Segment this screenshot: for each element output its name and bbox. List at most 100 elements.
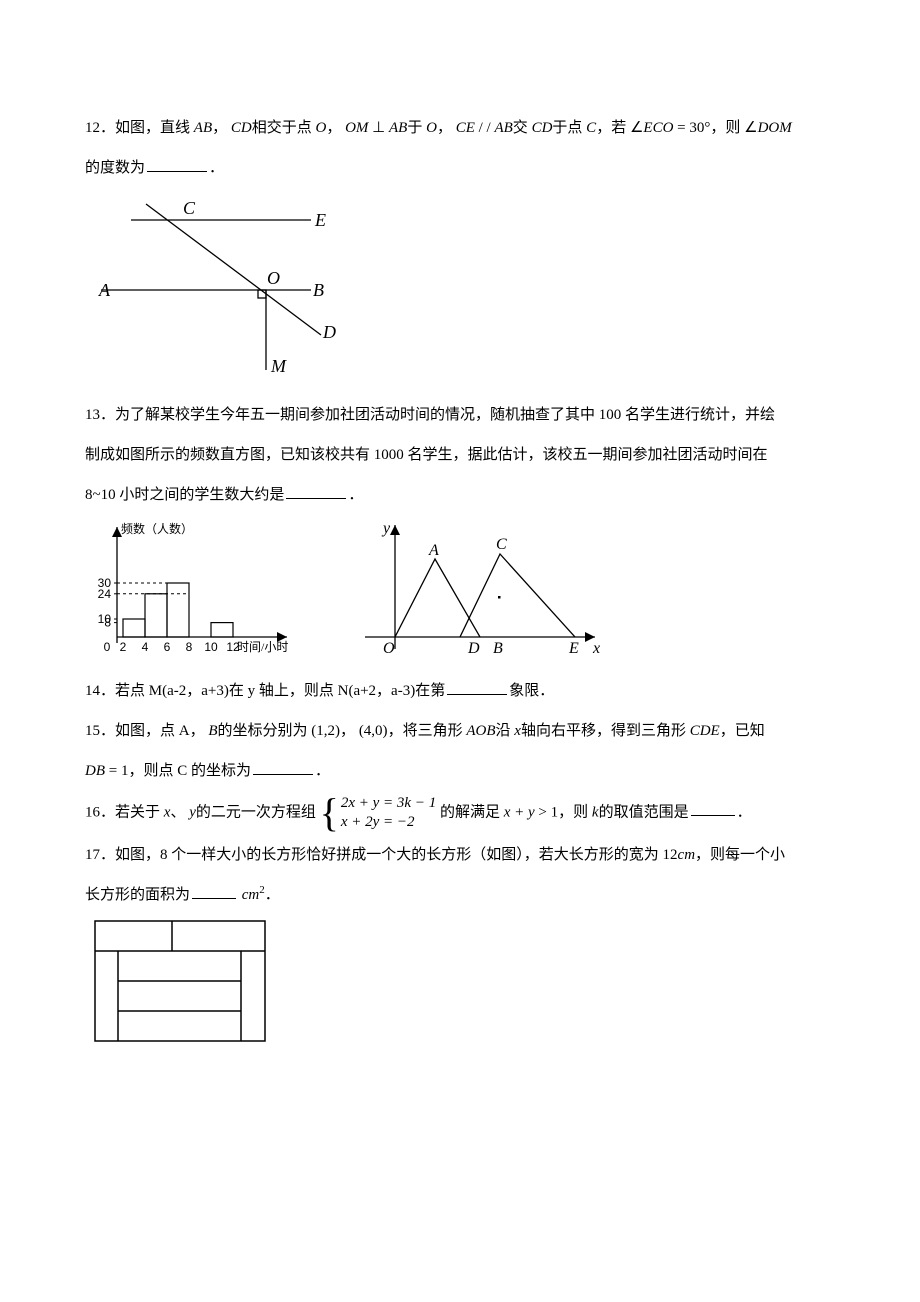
t: 交 (513, 120, 528, 136)
t: 的二元一次方程组 (196, 804, 316, 820)
lbl-A: A (98, 280, 111, 300)
lbl-E: E (314, 210, 326, 230)
t: 轴向右平移，得到三角形 (521, 723, 686, 739)
t: 若点 M(a-2，a+3)在 y 轴上，则点 N(a+2，a-3)在第 (115, 683, 445, 699)
t: ． (209, 160, 224, 176)
op: / / (475, 120, 495, 136)
svg-text:6: 6 (164, 640, 171, 654)
q12-line2: 的度数为 ． (85, 150, 835, 186)
t: 的度数为 (85, 160, 145, 176)
op: ⊥ (368, 120, 389, 136)
v: O (315, 120, 326, 136)
v: AB (194, 120, 212, 136)
v: OM (345, 120, 368, 136)
lbl-B: B (313, 280, 324, 300)
lbl: O (383, 640, 395, 657)
q15-num: 15． (85, 723, 115, 739)
lbl: A (428, 542, 439, 559)
q17-l2: 长方形的面积为 cm2． (85, 877, 835, 913)
t: ． (315, 763, 330, 779)
v: CE (456, 120, 475, 136)
svg-text:4: 4 (142, 640, 149, 654)
q17-l1: 17．如图，8 个一样大小的长方形恰好拼成一个大的长方形（如图），若大长方形的宽… (85, 837, 835, 873)
lbl: C (496, 536, 507, 553)
v: k (592, 804, 599, 820)
svg-text:时间/小时: 时间/小时 (237, 640, 288, 654)
q12-figure: A B C E O D M (91, 190, 835, 389)
v: ECO (643, 120, 673, 136)
v: = 30° (673, 120, 710, 136)
v: (4,0) (359, 723, 388, 739)
q17-num: 17． (85, 847, 115, 863)
lbl-D: D (322, 322, 336, 342)
svg-text:0: 0 (104, 640, 111, 654)
svg-text:10: 10 (98, 612, 112, 626)
t: 于 (407, 120, 422, 136)
q17-figure (91, 917, 835, 1059)
v: > 1 (535, 804, 558, 820)
t: 象限． (509, 683, 554, 699)
q15-l1: 15．如图，点 A， B的坐标分别为 (1,2)， (4,0)，将三角形 AOB… (85, 713, 835, 749)
xy-plot: O x y A C D B E (345, 519, 605, 663)
t: 8~10 小时之间的学生数大约是 (85, 487, 284, 503)
q13-num: 13． (85, 407, 115, 423)
svg-text:10: 10 (204, 640, 218, 654)
lbl-O: O (267, 268, 280, 288)
t: ， (437, 120, 452, 136)
v: CD (231, 120, 252, 136)
v: DOM (758, 120, 792, 136)
q13-l3: 8~10 小时之间的学生数大约是 ． (85, 477, 835, 513)
t: ． (737, 804, 752, 820)
eq: x + 2y = −2 (341, 813, 436, 832)
t: 如图，点 A， (115, 723, 205, 739)
v: AOB (466, 723, 495, 739)
blank (253, 761, 313, 776)
blank (691, 802, 735, 817)
t: ，已知 (720, 723, 765, 739)
v: AB (494, 120, 512, 136)
v: y (189, 804, 196, 820)
v: x + y (504, 804, 535, 820)
t: ，则每一个小 (695, 847, 785, 863)
t: ． (265, 887, 280, 903)
svg-text:30: 30 (98, 576, 112, 590)
eq-system: { 2x + y = 3k − 1 x + 2y = −2 (320, 793, 437, 833)
t: 如图，直线 (115, 120, 190, 136)
q13-l2: 制成如图所示的频数直方图，已知该校共有 1000 名学生，据此估计，该校五一期间… (85, 437, 835, 473)
t: ， (340, 723, 355, 739)
t: 如图，8 个一样大小的长方形恰好拼成一个大的长方形（如图），若大长方形的宽为 1… (115, 847, 678, 863)
q13-l1: 13．为了解某校学生今年五一期间参加社团活动时间的情况，随机抽查了其中 100 … (85, 397, 835, 433)
t: ，则点 C 的坐标为 (128, 763, 251, 779)
q15-l2: DB = 1，则点 C 的坐标为 ． (85, 753, 835, 789)
v: O (426, 120, 437, 136)
v: B (208, 723, 217, 739)
q14-num: 14． (85, 683, 115, 699)
t: 若关于 (115, 804, 160, 820)
v: x (514, 723, 521, 739)
brace-icon: { (320, 793, 339, 833)
blank (447, 681, 507, 696)
v: = 1 (105, 763, 128, 779)
v: DB (85, 763, 105, 779)
q16: 16．若关于 x、 y的二元一次方程组 { 2x + y = 3k − 1 x … (85, 793, 835, 833)
t: ． (348, 487, 363, 503)
blank (192, 885, 236, 900)
v: AB (389, 120, 407, 136)
v: (1,2) (311, 723, 340, 739)
q16-num: 16． (85, 804, 115, 820)
t: 、 (170, 804, 185, 820)
svg-text:8: 8 (186, 640, 193, 654)
v: CD (532, 120, 553, 136)
t: 的坐标分别为 (218, 723, 308, 739)
eq: 2x + y = 3k − 1 (341, 794, 436, 813)
q12-num: 12． (85, 120, 115, 136)
lbl: x (592, 640, 600, 657)
t: ， (326, 120, 341, 136)
v: cm (678, 847, 696, 863)
lbl-C: C (183, 198, 196, 218)
v: cm (242, 887, 260, 903)
op: ∠ (744, 120, 757, 136)
t: ，则 (710, 120, 740, 136)
q14: 14．若点 M(a-2，a+3)在 y 轴上，则点 N(a+2，a-3)在第 象限… (85, 673, 835, 709)
lbl: B (493, 640, 503, 657)
